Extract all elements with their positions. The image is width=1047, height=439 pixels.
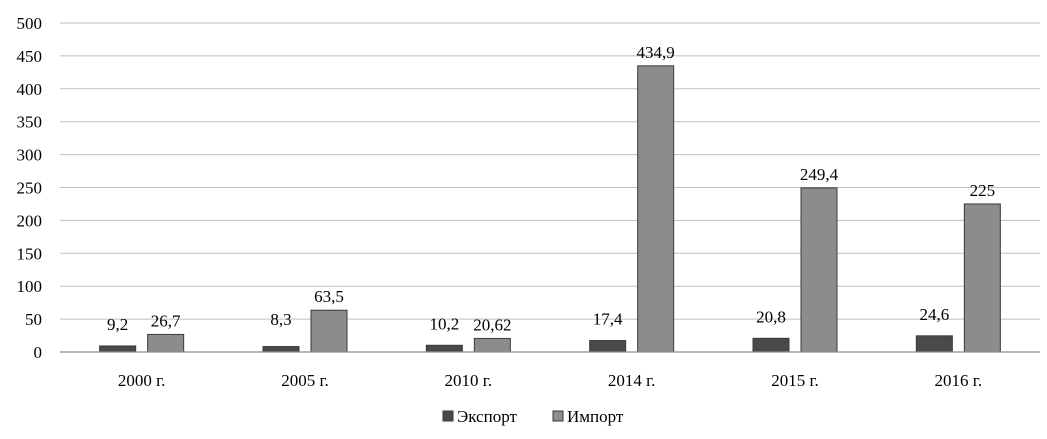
bar-export (915, 335, 953, 353)
legend-label-import: Импорт (567, 407, 624, 426)
data-labels: 9,2 26,7 8,3 63,5 10,2 20,62 17,4 434,9 20,8 249,… (107, 43, 995, 335)
data-label-import: 249,4 (800, 165, 839, 184)
legend-swatch-export (442, 410, 454, 422)
y-tick-label: 300 (17, 146, 43, 165)
bar-export (752, 337, 790, 353)
data-label-export: 24,6 (919, 305, 949, 324)
y-tick-label: 200 (17, 211, 43, 230)
y-tick-label: 0 (34, 343, 43, 362)
bar-import (963, 203, 1001, 353)
y-tick-label: 350 (17, 113, 43, 132)
y-tick-label: 400 (17, 80, 43, 99)
x-tick-label: 2005 г. (281, 371, 329, 390)
bar-import (637, 65, 675, 353)
data-label-import: 434,9 (637, 43, 675, 62)
bar-export (99, 345, 137, 353)
data-label-import: 225 (970, 181, 996, 200)
y-axis: 0 50 100 150 200 250 300 350 400 450 500 (17, 14, 43, 362)
bar-export (262, 346, 300, 353)
y-tick-label: 250 (17, 179, 43, 198)
gridlines (60, 22, 1040, 353)
bars (99, 65, 1001, 353)
bar-import (147, 333, 185, 353)
legend: Экспорт Импорт (442, 407, 624, 426)
legend-swatch-import (552, 410, 564, 422)
legend-label-export: Экспорт (457, 407, 517, 426)
data-label-export: 10,2 (429, 314, 459, 333)
y-tick-label: 500 (17, 14, 43, 33)
bar-import (800, 187, 838, 353)
data-label-import: 20,62 (473, 315, 511, 334)
data-label-export: 17,4 (593, 310, 623, 329)
data-label-export: 9,2 (107, 315, 128, 334)
data-label-export: 8,3 (270, 310, 291, 329)
data-label-import: 26,7 (151, 311, 181, 330)
x-tick-label: 2000 г. (118, 371, 166, 390)
x-tick-label: 2016 г. (935, 371, 983, 390)
x-tick-label: 2014 г. (608, 371, 656, 390)
y-tick-label: 50 (25, 310, 42, 329)
x-axis: 2000 г. 2005 г. 2010 г. 2014 г. 2015 г. 2016 … (60, 351, 1040, 390)
bar-import (310, 309, 348, 353)
bar-import (473, 337, 511, 353)
bar-export (589, 340, 627, 353)
y-tick-label: 100 (17, 277, 43, 296)
x-tick-label: 2015 г. (771, 371, 819, 390)
data-label-export: 20,8 (756, 307, 786, 326)
y-tick-label: 150 (17, 244, 43, 263)
y-tick-label: 450 (17, 47, 43, 66)
bar-export (425, 344, 463, 353)
x-tick-label: 2010 г. (445, 371, 493, 390)
data-label-import: 63,5 (314, 287, 344, 306)
